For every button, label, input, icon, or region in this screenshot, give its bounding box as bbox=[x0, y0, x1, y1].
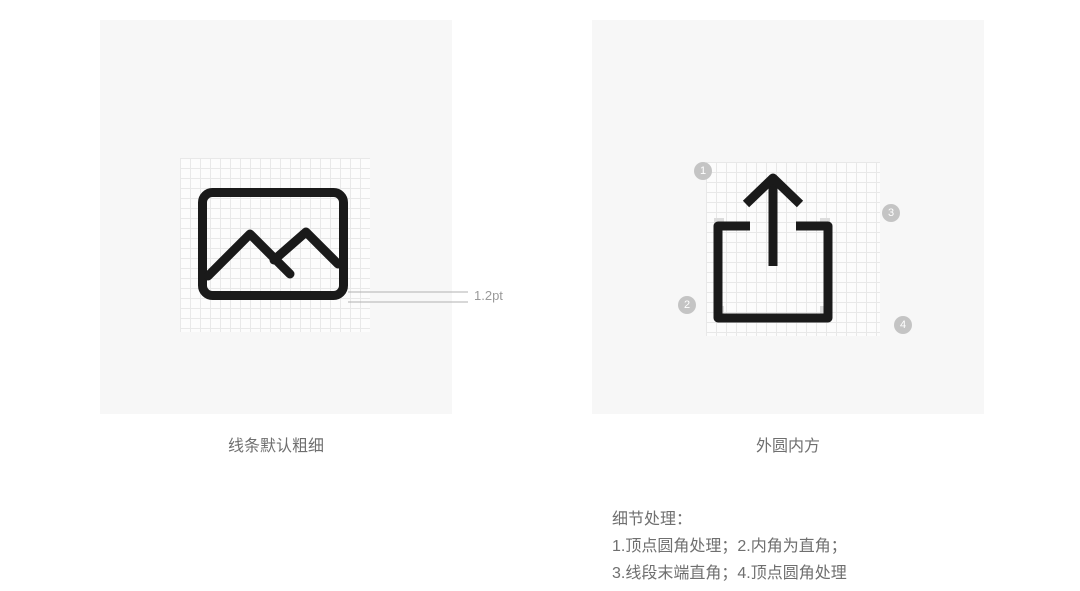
annotation-badge-2: 2 bbox=[678, 296, 696, 314]
panel-corner-style: 1 2 3 4 bbox=[592, 20, 984, 414]
detail-heading: 细节处理： bbox=[612, 506, 847, 533]
caption-left: 线条默认粗细 bbox=[100, 432, 452, 456]
detail-notes: 细节处理： 1.顶点圆角处理；2.内角为直角； 3.线段末端直角；4.顶点圆角处… bbox=[612, 506, 847, 588]
detail-line-2: 3.线段末端直角；4.顶点圆角处理 bbox=[612, 560, 847, 587]
annotation-badge-4: 4 bbox=[894, 316, 912, 334]
badge-number: 3 bbox=[888, 207, 894, 219]
caption-right: 外圆内方 bbox=[592, 432, 984, 456]
annotation-badge-1: 1 bbox=[694, 162, 712, 180]
badge-number: 2 bbox=[684, 299, 690, 311]
dimension-label: 1.2pt bbox=[474, 288, 503, 303]
image-icon bbox=[198, 188, 348, 300]
detail-line-1: 1.顶点圆角处理；2.内角为直角； bbox=[612, 533, 847, 560]
badge-number: 1 bbox=[700, 165, 706, 177]
share-icon bbox=[708, 168, 838, 328]
annotation-badge-3: 3 bbox=[882, 204, 900, 222]
dimension-line bbox=[348, 289, 478, 309]
panel-line-weight: 1.2pt bbox=[100, 20, 452, 414]
badge-number: 4 bbox=[900, 319, 906, 331]
